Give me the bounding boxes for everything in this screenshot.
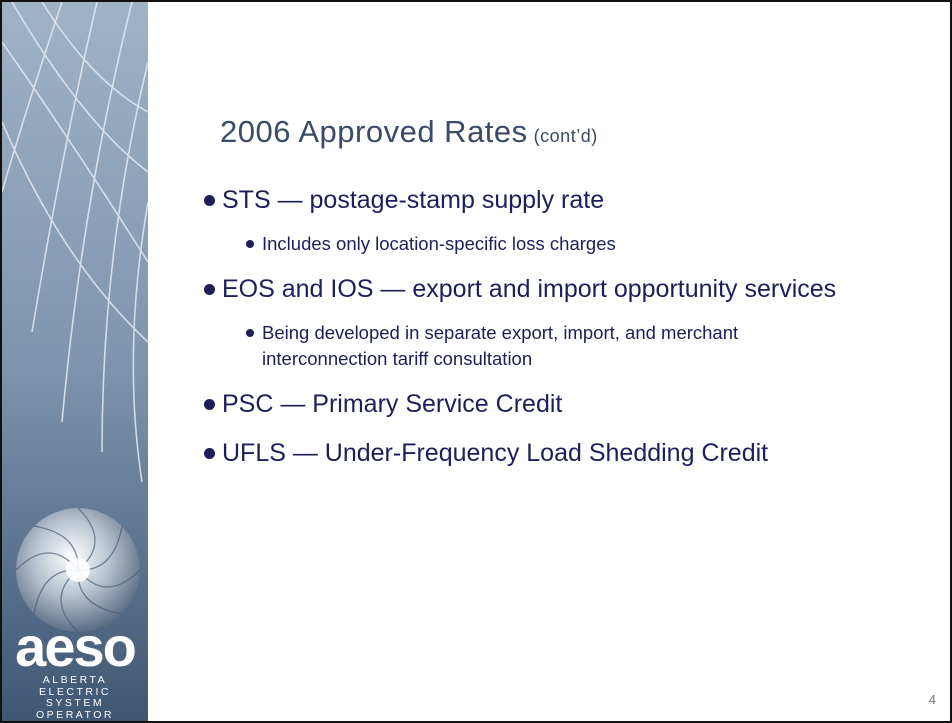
page-number: 4 (929, 692, 936, 707)
logo-line: ALBERTA (2, 675, 148, 687)
title-suffix: (cont’d) (534, 126, 598, 146)
logo-name: aeso (2, 614, 148, 679)
title-text: 2006 Approved Rates (220, 114, 528, 149)
slide-title: 2006 Approved Rates (cont’d) (220, 114, 598, 150)
bullet: UFLS — Under-Frequency Load Shedding Cre… (202, 435, 927, 472)
logo-lines: ALBERTA ELECTRIC SYSTEM OPERATOR (2, 675, 148, 721)
page: aeso ALBERTA ELECTRIC SYSTEM OPERATOR 20… (0, 0, 952, 723)
bullet-list: STS — postage-stamp supply rate Includes … (202, 182, 932, 484)
bullet: PSC — Primary Service Credit (202, 386, 927, 423)
logo-line: SYSTEM (2, 698, 148, 710)
logo-line: OPERATOR (2, 710, 148, 722)
slide: aeso ALBERTA ELECTRIC SYSTEM OPERATOR 20… (0, 0, 952, 723)
sub-bullet: Being developed in separate export, impo… (244, 320, 862, 372)
bullet: STS — postage-stamp supply rate (202, 182, 927, 219)
sub-bullet: Includes only location-specific loss cha… (244, 231, 862, 257)
bullet: EOS and IOS — export and import opportun… (202, 271, 927, 308)
